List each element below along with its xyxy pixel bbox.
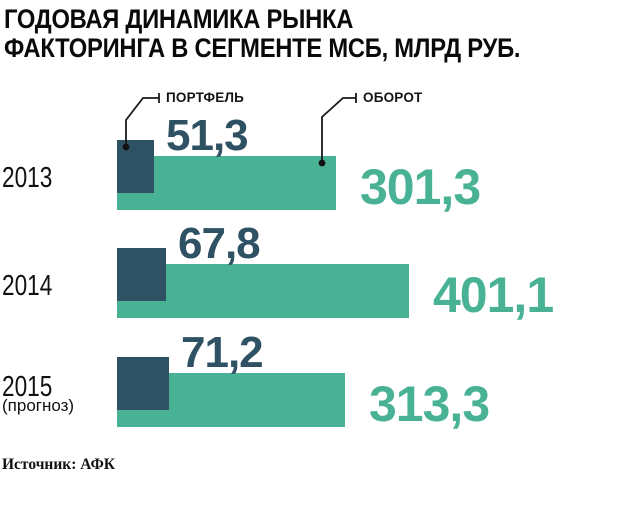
year-label-2013: 2013: [2, 162, 53, 194]
chart-title: ГОДОВАЯ ДИНАМИКА РЫНКА ФАКТОРИНГА В СЕГМ…: [4, 5, 520, 63]
source-note: Источник: АФК: [2, 456, 116, 473]
turnover-value-2013: 301,3: [360, 159, 481, 215]
portfolio-bar-2015: [117, 357, 169, 410]
year-label-2014: 2014: [2, 270, 53, 302]
portfolio-callout-line: [125, 93, 160, 147]
chart-title-line2: ФАКТОРИНГА В СЕГМЕНТЕ МСБ, МЛРД РУБ.: [4, 33, 521, 63]
turnover-value-2014: 401,1: [433, 267, 554, 323]
chart-title-line1: ГОДОВАЯ ДИНАМИКА РЫНКА: [4, 4, 354, 34]
portfolio-value-2015: 71,2: [181, 328, 264, 377]
bar-group-2014: 2014 67,8 401,1: [0, 222, 628, 328]
year-note-forecast: (прогноз): [2, 396, 75, 415]
portfolio-bar-2014: [117, 248, 166, 301]
portfolio-bar-2013: [117, 140, 154, 193]
portfolio-value-2013: 51,3: [166, 111, 249, 160]
bar-group-2013: 2013 51,3 301,3: [0, 114, 628, 220]
portfolio-value-2014: 67,8: [178, 219, 261, 268]
legend-turnover-label: ОБОРОТ: [363, 90, 423, 105]
year-label-2015: 2015: [2, 371, 53, 403]
legend-portfolio-label: ПОРТФЕЛЬ: [166, 90, 245, 105]
turnover-value-2015: 313,3: [369, 376, 490, 432]
bar-group-2015: 2015 (прогноз) 71,2 313,3: [0, 331, 628, 437]
